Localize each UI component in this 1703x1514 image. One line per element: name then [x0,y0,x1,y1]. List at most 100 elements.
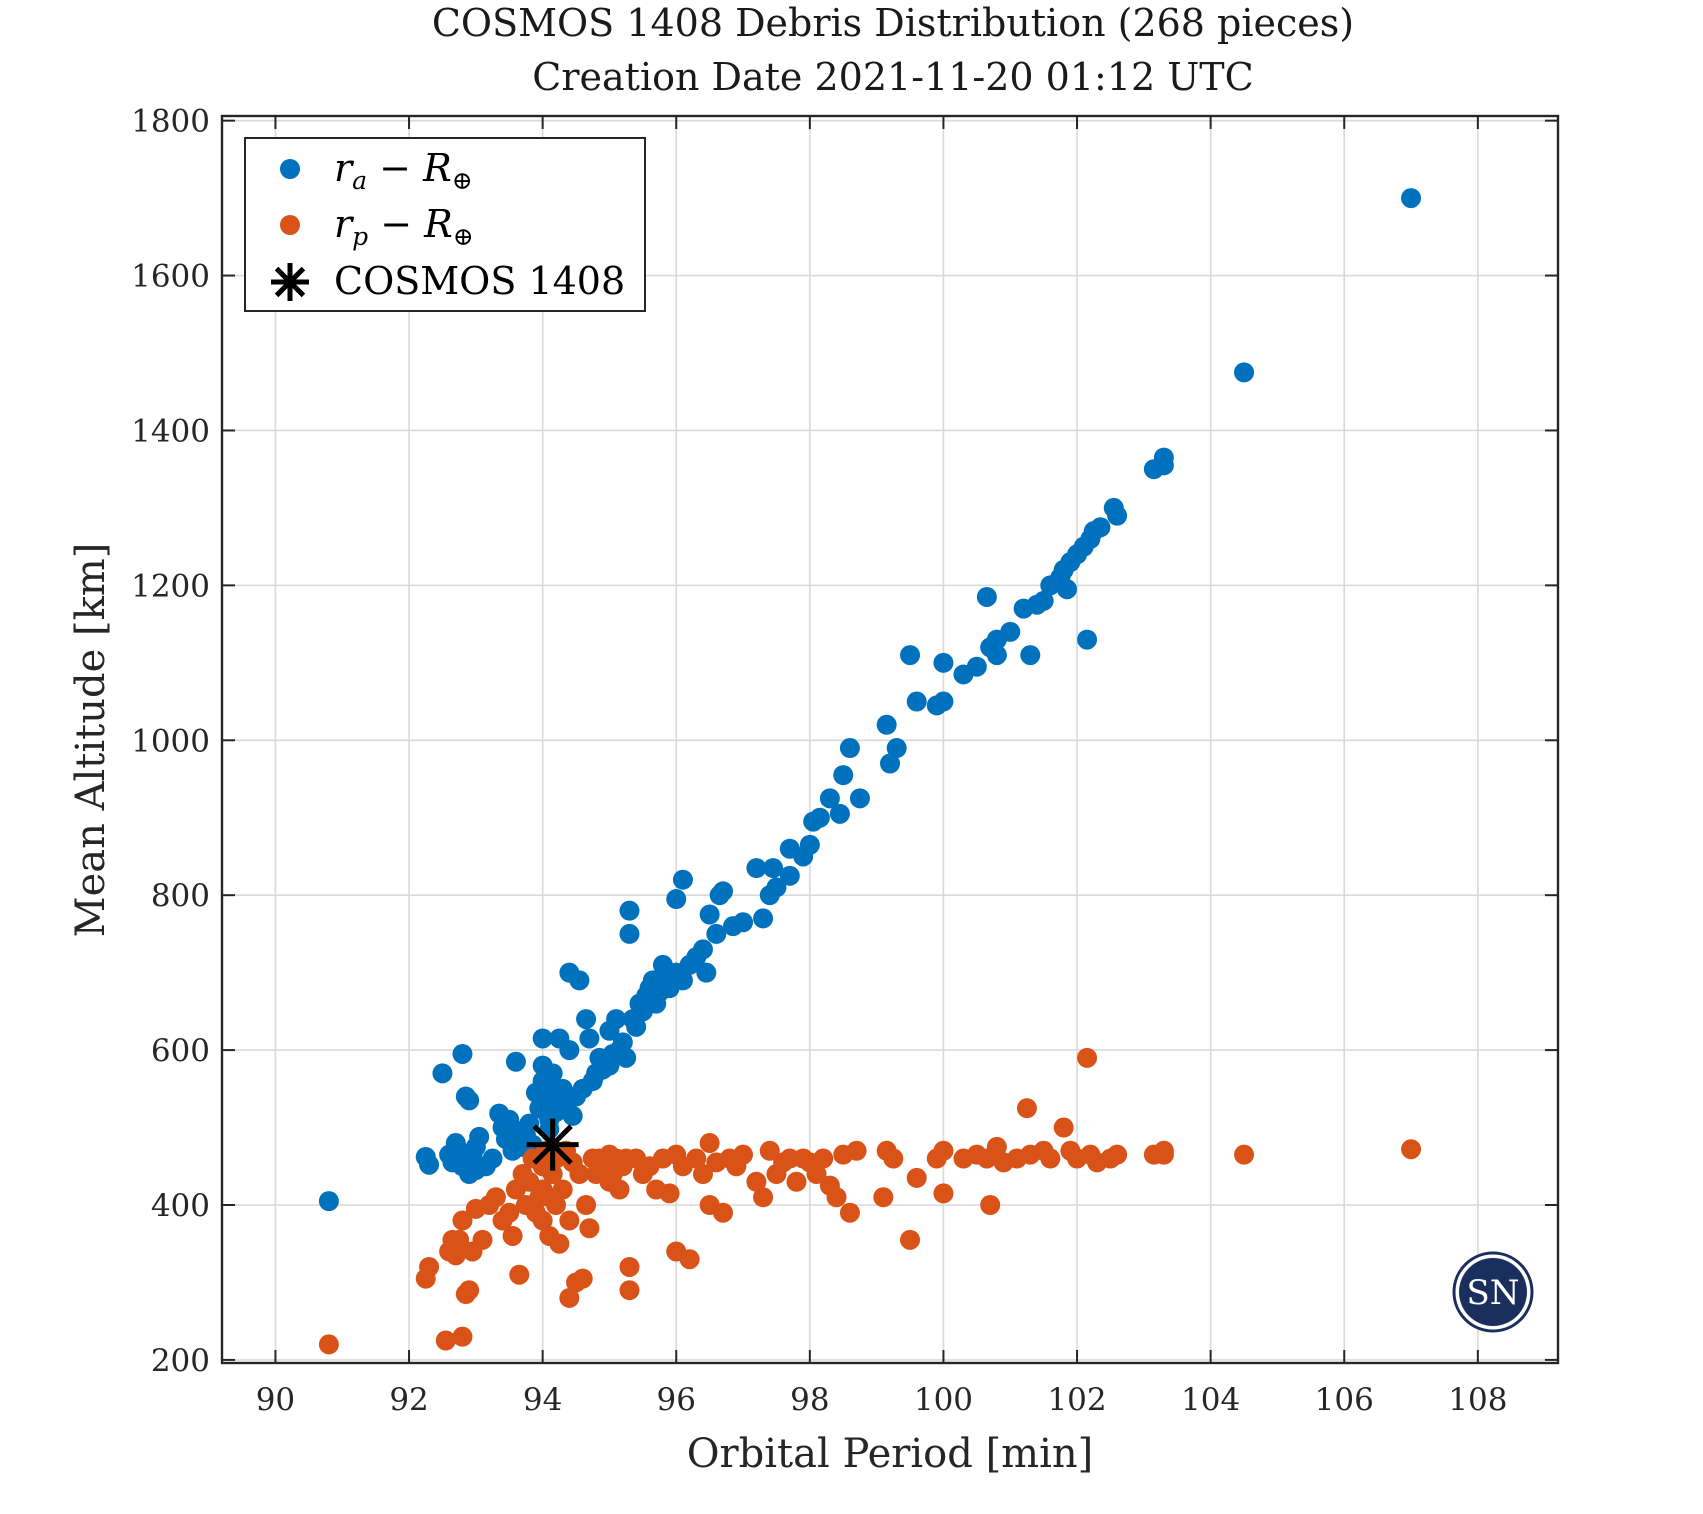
data-point [699,1133,720,1154]
legend-box [244,137,646,312]
data-point [686,1148,707,1169]
data-point [733,912,754,933]
data-point [469,1126,490,1147]
data-point [452,1210,473,1231]
legend-rp-sub: p [352,222,368,251]
data-point [1053,1117,1074,1138]
y-tick-label: 1600 [131,259,210,295]
y-tick-label: 600 [151,1033,210,1069]
data-point [900,645,921,666]
grid-lines [222,116,1558,1363]
data-point [445,1245,466,1266]
data-point [900,1229,921,1250]
data-point [880,753,900,774]
data-point [472,1229,493,1250]
legend-marker-cosmos-asterisk [271,263,309,301]
data-point [546,1194,566,1215]
data-point [966,656,987,677]
axis-ticks [222,116,1558,1363]
data-point [766,877,787,898]
x-tick-label: 90 [256,1382,295,1418]
data-point [419,1154,440,1175]
cosmos-1408-marker [526,1118,579,1171]
data-point [432,1063,453,1084]
data-point [933,1183,954,1204]
data-point [499,1202,520,1223]
data-point [699,904,720,925]
plot-area-frame [220,114,1560,1365]
data-point [659,1183,680,1204]
data-point [746,1171,767,1192]
data-point [849,788,870,809]
legend-rp-base: r [334,202,355,246]
data-point [806,1164,827,1185]
data-point [579,1028,600,1049]
data-point [616,1047,637,1068]
data-point [809,807,830,828]
data-point [933,1140,954,1161]
y-axis-label: Mean Altitude [km] [68,543,114,938]
data-point [986,1136,1007,1157]
data-point [829,803,850,824]
chart-subtitle: Creation Date 2021-11-20 01:12 UTC [532,55,1253,99]
data-point [672,970,693,991]
data-point [1057,579,1078,600]
data-point [569,1164,590,1185]
legend-label-ra: ra − R⊕ [334,146,473,195]
data-point [819,788,840,809]
data-point [706,923,727,944]
series-1-points [318,1047,1422,1355]
data-point [1033,590,1054,611]
data-point [532,1210,553,1231]
data-point [1077,1047,1098,1068]
data-point [1040,1148,1061,1169]
x-tick-label: 98 [790,1382,829,1418]
x-tick-label: 96 [657,1382,696,1418]
data-point [976,586,997,607]
chart-title-group: COSMOS 1408 Debris Distribution (268 pie… [432,1,1354,99]
data-point [692,939,713,960]
data-point [542,1164,563,1185]
data-point [906,691,927,712]
legend-rp-symbol: ⊕ [453,222,474,251]
data-point [873,1187,894,1208]
data-point [552,1179,573,1200]
data-point [746,858,767,879]
data-point [1153,455,1174,476]
data-point [713,1202,733,1223]
data-point [1107,1144,1128,1165]
data-point [799,834,820,855]
data-point [1234,1144,1255,1165]
data-point [559,1287,580,1308]
data-point [502,1225,523,1246]
y-tick-label: 1400 [131,413,210,449]
data-point [763,858,784,879]
data-point [619,1280,640,1301]
data-point [980,1194,1001,1215]
x-tick-label: 106 [1315,1382,1374,1418]
asterisk-stroke [274,266,306,298]
sn-logo-watermark: SN [1452,1251,1534,1333]
data-point [532,1028,553,1049]
data-point [833,765,854,786]
data-point [452,1326,473,1347]
data-point [1020,645,1041,666]
data-point [509,1264,530,1285]
sn-logo-disc [1459,1258,1527,1326]
sn-logo-text: SN [1466,1273,1519,1313]
scatter-points [318,188,1422,1355]
data-point [619,923,640,944]
data-point [449,1229,470,1250]
data-point [435,1330,456,1351]
legend-marker-rp [280,215,300,235]
data-point [933,652,954,673]
data-point [692,1164,713,1185]
asterisk-stroke [532,1124,573,1165]
data-point [612,1032,633,1053]
legend-rp-rest: − R [368,202,453,246]
data-point [886,738,907,759]
data-point [759,1140,780,1161]
data-point [826,1187,847,1208]
data-point [505,1051,526,1072]
data-point [576,1009,597,1030]
